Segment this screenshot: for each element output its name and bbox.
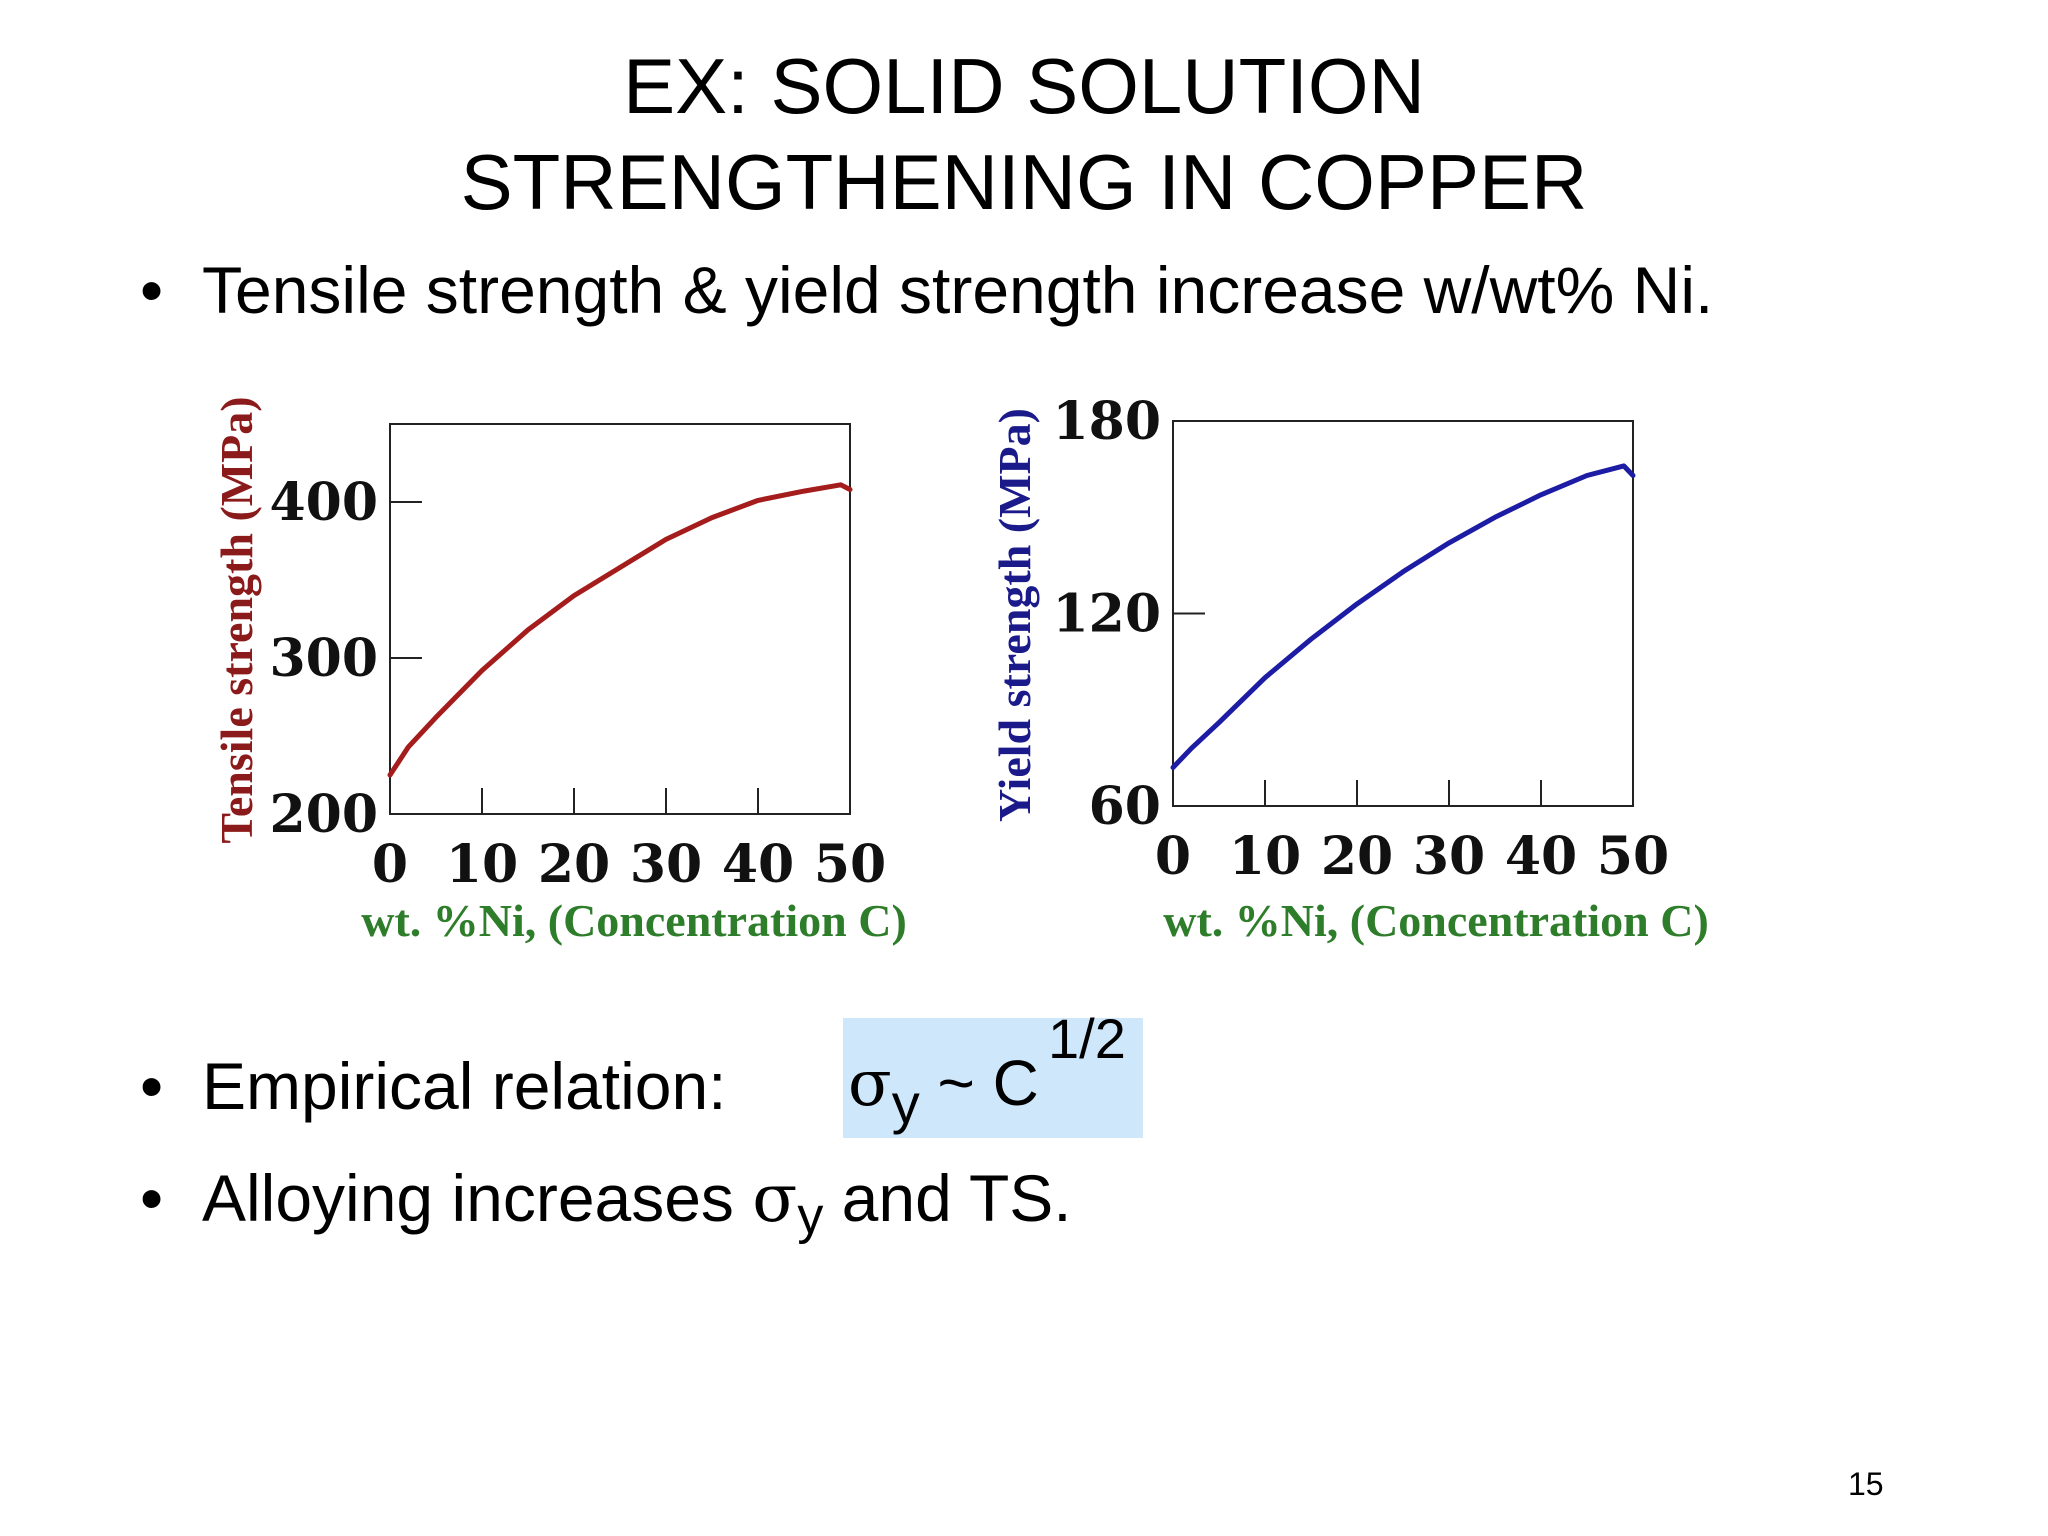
yield-x-tick-label: 20 — [1321, 826, 1393, 887]
slide-title: EX: SOLID SOLUTION STRENGTHENING IN COPP… — [0, 38, 2048, 230]
bullet-empirical: • Empirical relation: — [140, 1046, 727, 1126]
yield-x-axis-label: wt. %Ni, (Concentration C) — [1163, 895, 1709, 946]
yield-x-tick-label: 40 — [1505, 826, 1577, 887]
bullet-1-text: Tensile strength & yield strength increa… — [202, 253, 1714, 327]
yield-y-tick-label: 180 — [1052, 391, 1161, 452]
bullet-alloying: • Alloying increases σy and TS. — [140, 1158, 1072, 1245]
yield-x-tick-label: 10 — [1229, 826, 1301, 887]
tensile-ticks: 0 10 20 30 40 50 200 300 400 — [269, 472, 886, 895]
yield-ticks: 0 10 20 30 40 50 60 120 180 — [1052, 391, 1669, 887]
empirical-formula: σy ~ C 1/2 — [848, 1007, 1126, 1135]
formula-highlight — [843, 1018, 1143, 1138]
yield-plot-frame — [1172, 420, 1634, 807]
tensile-x-axis-label: wt. %Ni, (Concentration C) — [361, 895, 907, 946]
tensile-strength-chart: Tensile strength (MPa) wt. %Ni, (Concent… — [211, 396, 907, 946]
yield-y-tick-label: 60 — [1089, 776, 1161, 837]
bullet-3-post: and TS. — [823, 1161, 1072, 1235]
tensile-x-tick-label: 30 — [630, 834, 702, 895]
bullet-marker: • — [140, 253, 164, 327]
tensile-y-tick-label: 200 — [269, 784, 378, 845]
yield-series-line — [1170, 463, 1636, 770]
tensile-x-tick-label: 50 — [814, 834, 886, 895]
page-number: 15 — [1848, 1466, 1884, 1502]
yield-x-tick-label: 30 — [1413, 826, 1485, 887]
tensile-x-tick-label: 0 — [372, 834, 408, 895]
tensile-y-tick-label: 300 — [269, 628, 378, 689]
formula-sigma: σ — [848, 1047, 892, 1121]
tensile-y-axis-label: Tensile strength (MPa) — [211, 396, 262, 843]
title-line-2: STRENGTHENING IN COPPER — [460, 138, 1588, 226]
bullet-3-sigma: σ — [752, 1160, 798, 1237]
yield-x-tick-label: 0 — [1155, 826, 1191, 887]
tensile-x-tick-label: 40 — [722, 834, 794, 895]
tensile-x-tick-label: 20 — [538, 834, 610, 895]
bullet-marker: • — [140, 1161, 164, 1235]
tensile-y-tick-label: 400 — [269, 472, 378, 533]
tensile-series-line — [387, 482, 853, 778]
bullet-3-subscript: y — [797, 1187, 824, 1245]
bullet-marker: • — [140, 1049, 164, 1123]
bullet-tensile-yield: • Tensile strength & yield strength incre… — [140, 250, 1713, 330]
tensile-x-tick-label: 10 — [446, 834, 518, 895]
formula-tilde-c: ~ C — [919, 1047, 1039, 1119]
yield-y-axis-label: Yield strength (MPa) — [989, 408, 1040, 822]
tensile-plot-frame — [389, 423, 851, 815]
bullet-2-text: Empirical relation: — [202, 1049, 727, 1123]
charts-canvas: Tensile strength (MPa) wt. %Ni, (Concent… — [211, 391, 1709, 946]
yield-strength-chart: Yield strength (MPa) wt. %Ni, (Concentra… — [989, 391, 1709, 946]
bullet-3-pre: Alloying increases — [202, 1161, 753, 1235]
formula-exponent: 1/2 — [1048, 1007, 1126, 1070]
title-line-1: EX: SOLID SOLUTION — [623, 42, 1425, 130]
formula-subscript: y — [891, 1072, 920, 1135]
yield-y-tick-label: 120 — [1052, 584, 1161, 645]
yield-x-tick-label: 50 — [1597, 826, 1669, 887]
